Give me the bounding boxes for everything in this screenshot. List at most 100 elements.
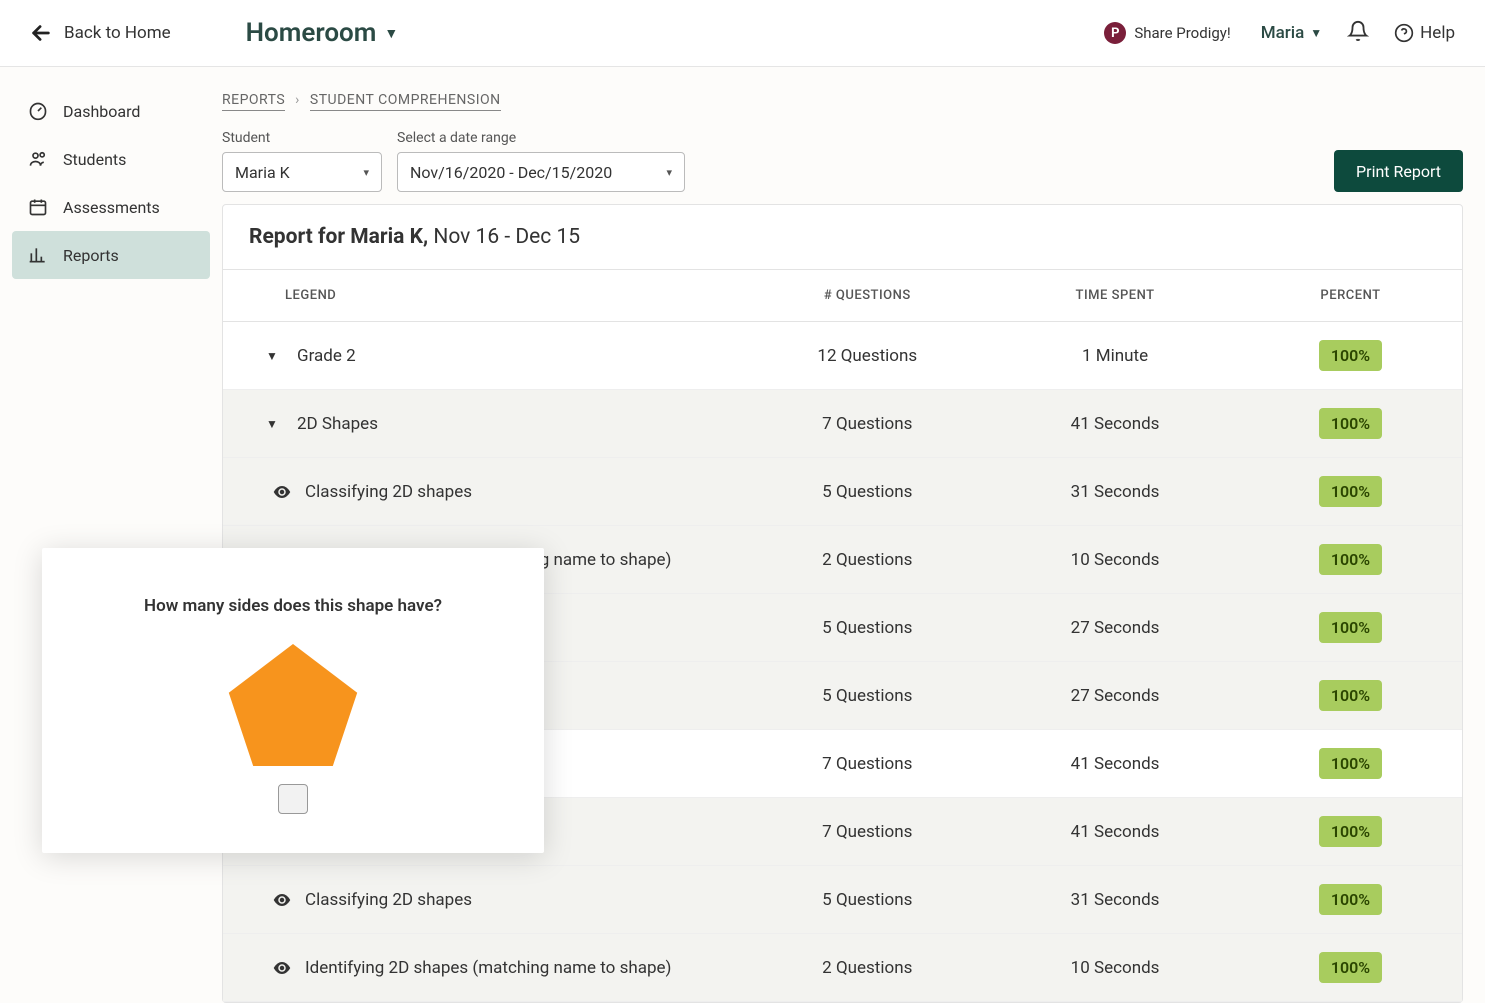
student-select-label: Student <box>222 130 382 146</box>
percent-badge: 100% <box>1319 680 1382 711</box>
row-questions: 5 Questions <box>743 866 991 934</box>
student-select[interactable]: Maria K ▾ <box>222 152 382 192</box>
eye-icon[interactable] <box>273 485 291 499</box>
percent-badge: 100% <box>1319 544 1382 575</box>
daterange-select[interactable]: Nov/16/2020 - Dec/15/2020 ▾ <box>397 152 685 192</box>
daterange-select-label: Select a date range <box>397 130 685 146</box>
row-questions: 12 Questions <box>743 322 991 390</box>
percent-badge: 100% <box>1319 816 1382 847</box>
column-header-percent: PERCENT <box>1239 270 1462 322</box>
row-time: 31 Seconds <box>991 866 1239 934</box>
sidebar-item-dashboard[interactable]: Dashboard <box>12 87 210 135</box>
sidebar-item-label: Assessments <box>63 198 160 217</box>
report-title-prefix: Report for Maria K, <box>249 225 428 249</box>
row-time: 27 Seconds <box>991 662 1239 730</box>
bell-icon <box>1347 20 1369 42</box>
help-icon <box>1394 23 1414 43</box>
sidebar-item-students[interactable]: Students <box>12 135 210 183</box>
back-to-home-link[interactable]: Back to Home <box>30 22 171 44</box>
share-prodigy-label: Share Prodigy! <box>1134 24 1230 42</box>
percent-badge: 100% <box>1319 748 1382 779</box>
classroom-dropdown[interactable]: Homeroom ▼ <box>246 18 399 48</box>
row-label: Classifying 2D shapes <box>305 890 472 910</box>
sidebar-item-label: Dashboard <box>63 102 140 121</box>
row-time: 27 Seconds <box>991 594 1239 662</box>
arrow-left-icon <box>30 22 52 44</box>
caret-down-icon[interactable]: ▼ <box>265 349 279 363</box>
percent-badge: 100% <box>1319 340 1382 371</box>
caret-down-icon: ▼ <box>1310 26 1322 40</box>
print-report-label: Print Report <box>1356 162 1441 181</box>
chevron-down-icon: ▾ <box>666 166 672 179</box>
caret-down-icon: ▼ <box>384 25 398 42</box>
breadcrumb-comprehension[interactable]: STUDENT COMPREHENSION <box>310 92 501 111</box>
row-questions: 7 Questions <box>743 798 991 866</box>
sidebar-item-reports[interactable]: Reports <box>12 231 210 279</box>
percent-badge: 100% <box>1319 408 1382 439</box>
student-select-value: Maria K <box>235 163 290 182</box>
question-preview-popup: How many sides does this shape have? <box>42 548 544 853</box>
row-label: Grade 2 <box>297 346 356 366</box>
bar-chart-icon <box>28 245 48 265</box>
row-time: 41 Seconds <box>991 798 1239 866</box>
popup-question-text: How many sides does this shape have? <box>144 596 442 616</box>
row-questions: 7 Questions <box>743 390 991 458</box>
user-name-label: Maria <box>1261 23 1305 43</box>
table-row: Classifying 2D shapes5 Questions31 Secon… <box>223 458 1462 526</box>
column-header-legend: LEGEND <box>223 270 743 322</box>
pentagon-shape-icon <box>228 644 358 766</box>
table-row: Classifying 2D shapes 5 Questions31 Secon… <box>223 866 1462 934</box>
eye-icon[interactable] <box>273 961 291 975</box>
help-link[interactable]: Help <box>1394 23 1455 43</box>
users-icon <box>28 149 48 169</box>
notifications-button[interactable] <box>1347 20 1369 46</box>
row-label: 2D Shapes <box>297 414 378 434</box>
breadcrumb-reports[interactable]: REPORTS <box>222 92 285 111</box>
eye-icon[interactable] <box>273 893 291 907</box>
chevron-down-icon: ▾ <box>363 166 369 179</box>
row-questions: 2 Questions <box>743 934 991 1002</box>
prodigy-logo-icon: P <box>1104 22 1126 44</box>
caret-down-icon[interactable]: ▼ <box>265 417 279 431</box>
student-control: Student Maria K ▾ <box>222 130 382 192</box>
share-prodigy-link[interactable]: P Share Prodigy! <box>1104 22 1230 44</box>
row-time: 41 Seconds <box>991 730 1239 798</box>
gauge-icon <box>28 101 48 121</box>
row-questions: 5 Questions <box>743 458 991 526</box>
daterange-control: Select a date range Nov/16/2020 - Dec/15… <box>397 130 685 192</box>
percent-badge: 100% <box>1319 612 1382 643</box>
row-label: Classifying 2D shapes <box>305 482 472 502</box>
percent-badge: 100% <box>1319 476 1382 507</box>
row-time: 10 Seconds <box>991 526 1239 594</box>
answer-input-box[interactable] <box>278 784 308 814</box>
back-to-home-label: Back to Home <box>64 23 171 43</box>
top-bar: Back to Home Homeroom ▼ P Share Prodigy!… <box>0 0 1485 67</box>
help-label: Help <box>1420 23 1455 43</box>
controls-row: Student Maria K ▾ Select a date range No… <box>222 130 1463 192</box>
calendar-icon <box>28 197 48 217</box>
table-row: ▼ Grade 2 12 Questions1 Minute 100% <box>223 322 1462 390</box>
table-row: ▼ 2D Shapes 7 Questions41 Seconds 100% <box>223 390 1462 458</box>
report-title: Report for Maria K, Nov 16 - Dec 15 <box>223 205 1462 270</box>
row-time: 1 Minute <box>991 322 1239 390</box>
row-questions: 2 Questions <box>743 526 991 594</box>
row-time: 10 Seconds <box>991 934 1239 1002</box>
user-menu-dropdown[interactable]: Maria ▼ <box>1261 23 1322 43</box>
breadcrumb: REPORTS › STUDENT COMPREHENSION <box>222 92 1463 108</box>
column-header-questions: # QUESTIONS <box>743 270 991 322</box>
report-title-range: Nov 16 - Dec 15 <box>428 225 580 249</box>
row-time: 41 Seconds <box>991 390 1239 458</box>
sidebar-item-label: Students <box>63 150 126 169</box>
column-header-time: TIME SPENT <box>991 270 1239 322</box>
row-questions: 5 Questions <box>743 662 991 730</box>
classroom-label: Homeroom <box>246 18 377 48</box>
table-row: Identifying 2D shapes (matching name to … <box>223 934 1462 1002</box>
percent-badge: 100% <box>1319 884 1382 915</box>
breadcrumb-separator: › <box>295 92 300 110</box>
row-label: Identifying 2D shapes (matching name to … <box>305 958 671 978</box>
daterange-select-value: Nov/16/2020 - Dec/15/2020 <box>410 163 612 182</box>
sidebar-item-label: Reports <box>63 246 119 265</box>
print-report-button[interactable]: Print Report <box>1334 150 1463 192</box>
row-questions: 7 Questions <box>743 730 991 798</box>
sidebar-item-assessments[interactable]: Assessments <box>12 183 210 231</box>
